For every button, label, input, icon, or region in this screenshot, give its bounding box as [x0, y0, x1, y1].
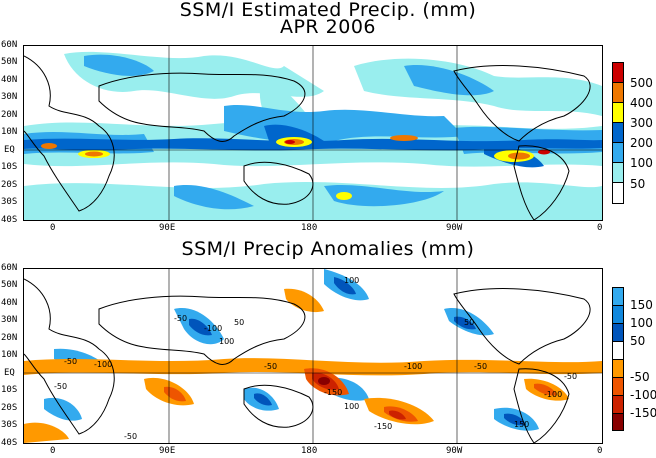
colorbar-precip: 500 400 300 200 100 50	[612, 62, 653, 206]
colorbar-swatch	[612, 82, 624, 103]
colorbar-swatch	[612, 182, 624, 204]
lat-label: EQ	[4, 368, 15, 378]
colorbar-swatch	[612, 377, 624, 396]
map-precip-graphic	[24, 46, 602, 220]
map-anomalies-graphic: -50 -100 50 100 -100 -50 -50 -150 100 -1…	[24, 269, 602, 443]
colorbar-label: 50	[630, 334, 646, 348]
map-anomalies: -50 -100 50 100 -100 -50 -50 -150 100 -1…	[23, 268, 603, 444]
colorbar-swatch	[612, 122, 624, 143]
colorbar-label: 500	[630, 76, 653, 90]
colorbar-swatch	[612, 305, 624, 324]
lat-label: 30N	[1, 92, 18, 102]
contour-label: -100	[544, 390, 562, 399]
contour-label: 100	[219, 337, 234, 346]
colorbar-swatch	[612, 102, 624, 123]
lat-label: 60N	[1, 40, 18, 50]
lat-label: 10S	[1, 385, 18, 395]
lat-label: 40S	[1, 215, 18, 225]
lat-label: EQ	[4, 145, 15, 155]
contour-label: -100	[404, 362, 422, 371]
colorbar-swatch	[612, 341, 624, 360]
contour-label: -50	[474, 362, 487, 371]
contour-label: 150	[514, 420, 529, 429]
contour-label: -150	[374, 422, 392, 431]
lon-label: 0	[597, 223, 603, 233]
contour-label: 50	[234, 318, 244, 327]
contour-label: -50	[124, 432, 137, 441]
lon-label: 90E	[159, 446, 176, 456]
lat-label: 60N	[1, 263, 18, 273]
lat-label: 30S	[1, 197, 18, 207]
lon-label: 0	[50, 446, 56, 456]
contour-label: -50	[64, 357, 77, 366]
contour-label: 100	[344, 276, 359, 285]
colorbar-label: -100	[630, 388, 656, 402]
contour-label: 50	[464, 318, 474, 327]
lat-label: 10S	[1, 162, 18, 172]
title-precip: SSM/I Estimated Precip. (mm)	[179, 0, 477, 21]
lat-label: 20N	[1, 110, 18, 120]
lon-label: 90W	[446, 446, 463, 456]
contour-label: -100	[204, 324, 222, 333]
lat-label: 30S	[1, 420, 18, 430]
contour-label: -100	[94, 360, 112, 369]
colorbar-swatch	[612, 413, 624, 431]
colorbar-label: 100	[630, 156, 653, 170]
lat-label: 50N	[1, 57, 18, 67]
colorbar-label: -50	[630, 370, 650, 384]
colorbar-anomalies: 150 100 50 -50 -100 -150	[612, 287, 656, 431]
colorbar-label: 50	[630, 177, 646, 191]
colorbar-swatch	[612, 162, 624, 183]
colorbar-swatch	[612, 395, 624, 414]
lon-label: 90W	[446, 223, 463, 233]
lon-label: 180	[301, 223, 318, 233]
lon-label: 90E	[159, 223, 176, 233]
contour-label: -50	[264, 362, 277, 371]
lat-label: 50N	[1, 280, 18, 290]
colorbar-swatch	[612, 359, 624, 378]
lon-label: 0	[50, 223, 56, 233]
colorbar-swatch	[612, 287, 624, 306]
lat-label: 20S	[1, 180, 18, 190]
colorbar-label: 400	[630, 96, 653, 110]
colorbar-swatch	[612, 323, 624, 342]
colorbar-label: 300	[630, 116, 653, 130]
lat-label: 40N	[1, 298, 18, 308]
lat-label: 10N	[1, 350, 18, 360]
map-precip	[23, 45, 603, 221]
colorbar-swatch	[612, 142, 624, 163]
lat-label: 10N	[1, 127, 18, 137]
colorbar-label: 200	[630, 136, 653, 150]
colorbar-label: 100	[630, 316, 653, 330]
colorbar-label: 150	[630, 298, 653, 312]
title-month: APR 2006	[279, 16, 377, 38]
title-anomalies: SSM/I Precip Anomalies (mm)	[181, 238, 475, 260]
contour-label: -50	[54, 382, 67, 391]
lon-label: 180	[301, 446, 318, 456]
colorbar-label: -150	[630, 406, 656, 420]
lon-label: 0	[597, 446, 603, 456]
lat-label: 40S	[1, 438, 18, 448]
contour-label: 100	[344, 402, 359, 411]
lat-label: 40N	[1, 75, 18, 85]
contour-label: -150	[324, 388, 342, 397]
lat-label: 30N	[1, 315, 18, 325]
lat-label: 20N	[1, 333, 18, 343]
contour-label: -50	[174, 314, 187, 323]
lat-label: 20S	[1, 403, 18, 413]
colorbar-swatch	[612, 62, 624, 83]
contour-label: -50	[564, 372, 577, 381]
